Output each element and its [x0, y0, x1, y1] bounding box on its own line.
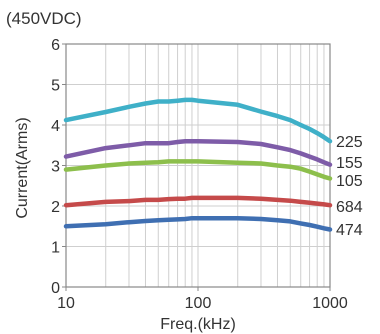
y-tick-label: 6	[51, 37, 60, 54]
series-line-684	[63, 195, 333, 208]
series-line-105	[63, 159, 333, 181]
series-label-155: 155	[336, 155, 363, 172]
y-tick-label: 3	[51, 159, 60, 176]
series-label-105: 105	[336, 173, 363, 190]
series-label-225: 225	[336, 134, 363, 151]
series-line-225	[63, 97, 333, 144]
y-tick-label: 1	[51, 240, 60, 257]
series-line-155	[63, 138, 333, 167]
series-label-684: 684	[336, 199, 363, 216]
x-axis-label: Freq.(kHz)	[160, 316, 236, 333]
y-axis-label: Current(Arms)	[14, 117, 31, 218]
y-tick-label: 4	[51, 118, 60, 135]
x-tick-label: 100	[185, 295, 212, 312]
y-tick-label: 2	[51, 199, 60, 216]
y-tick-label: 5	[51, 78, 60, 95]
chart-title: (450VDC)	[6, 9, 82, 28]
x-tick-label: 1000	[312, 295, 348, 312]
series-line-474	[63, 215, 333, 232]
series-label-474: 474	[336, 222, 363, 239]
y-tick-label: 0	[51, 280, 60, 297]
x-tick-label: 10	[57, 295, 75, 312]
